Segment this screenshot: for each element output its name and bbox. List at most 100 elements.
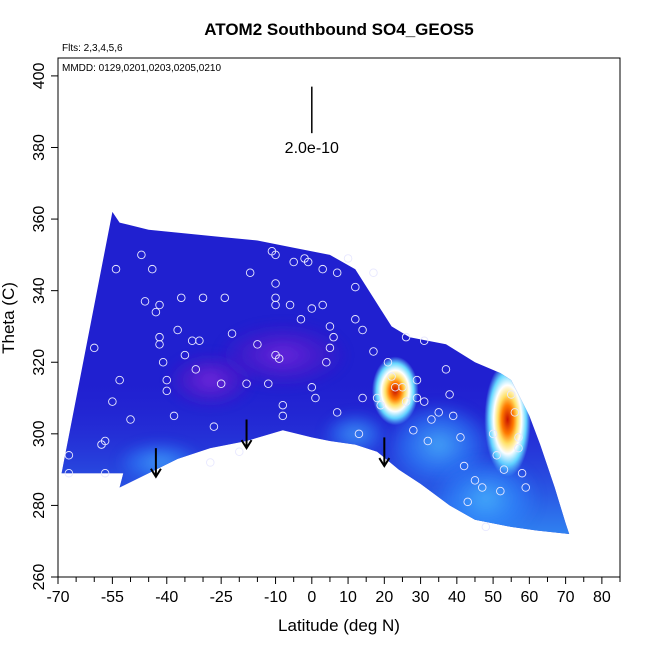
arrow-head	[378, 457, 391, 468]
sample-point	[325, 343, 335, 353]
x-tick-label: 50	[484, 589, 502, 606]
sample-point	[64, 451, 74, 460]
sample-point	[521, 483, 530, 492]
sample-point	[318, 264, 327, 274]
sample-point	[383, 357, 393, 367]
sample-point	[496, 486, 505, 496]
arrow-1	[150, 448, 162, 479]
x-tick-label: 20	[375, 589, 393, 606]
plot-frame	[57, 57, 621, 578]
y-axis: 260 280 300 320 340 360 380 400	[31, 62, 58, 590]
arrow-head	[240, 439, 253, 451]
sample-point	[332, 268, 342, 278]
sample-point	[100, 468, 110, 478]
x-axis: -70 -55 -40 -25 -10 0 10 20 30 40 50 60 70 80	[46, 577, 621, 606]
sample-point	[448, 411, 458, 421]
sample-point	[100, 436, 110, 446]
sample-point	[155, 300, 164, 310]
x-tick-label: -40	[155, 589, 178, 606]
sample-point	[419, 397, 429, 406]
sample-point	[158, 357, 168, 367]
sample-point	[242, 379, 251, 388]
hotspot-4	[217, 322, 349, 388]
sample-point	[162, 375, 172, 385]
sample-point	[351, 315, 360, 324]
sample-point	[445, 390, 454, 399]
sample-point	[155, 340, 164, 349]
sample-point	[126, 415, 135, 424]
sample-point	[358, 325, 367, 335]
y-tick-label: 360	[31, 206, 48, 233]
sample-point	[271, 279, 280, 288]
sample-point	[322, 357, 331, 367]
sample-point	[412, 393, 422, 403]
sample-point	[318, 300, 327, 310]
sample-point	[343, 254, 353, 263]
sample-point	[514, 443, 523, 453]
sample-point	[289, 257, 298, 267]
sample-point	[423, 436, 433, 446]
sample-point	[477, 483, 487, 492]
sample-point	[481, 522, 491, 532]
x-tick-label: 80	[593, 589, 611, 606]
sample-point	[441, 365, 451, 374]
sample-point	[90, 343, 99, 353]
x-tick-label: 0	[307, 589, 316, 606]
x-tick-label: 10	[339, 589, 357, 606]
sample-point	[235, 447, 244, 456]
sample-point	[514, 433, 523, 442]
sample-point	[177, 293, 186, 303]
arrow-head	[150, 468, 162, 479]
sample-point	[332, 408, 342, 417]
sample-point	[162, 386, 172, 396]
y-tick-label: 400	[31, 62, 48, 89]
y-tick-label: 380	[31, 134, 48, 161]
sample-point	[376, 400, 385, 410]
sample-point	[296, 315, 306, 324]
sample-point	[488, 429, 498, 439]
sample-point	[180, 350, 190, 360]
sample-point	[463, 497, 472, 507]
sample-point	[510, 408, 520, 417]
sample-point	[499, 465, 509, 474]
sample-point	[419, 336, 429, 346]
sample-point	[401, 332, 411, 342]
sample-point	[307, 304, 317, 313]
arrows	[150, 419, 391, 479]
sample-point	[372, 393, 382, 403]
x-tick-label: 70	[557, 589, 575, 606]
sample-point	[412, 375, 422, 385]
sample-point	[354, 429, 364, 439]
sample-point	[409, 425, 418, 435]
sample-point	[285, 300, 295, 310]
heatmap-field	[61, 211, 570, 534]
sample-point	[311, 393, 320, 403]
x-tick-label: 40	[448, 589, 466, 606]
sample-point	[517, 468, 527, 478]
sample-point	[64, 468, 74, 478]
sample-point	[264, 379, 273, 388]
sample-point	[401, 397, 411, 406]
sample-point	[108, 397, 117, 406]
sample-point	[369, 268, 378, 278]
sample-point	[111, 264, 121, 274]
x-tick-label: -10	[264, 589, 287, 606]
sample-point	[470, 476, 480, 485]
sample-point	[216, 379, 226, 388]
sample-point	[398, 383, 407, 392]
x-tick-label: -25	[210, 589, 233, 606]
sample-point	[387, 372, 396, 381]
sample-point	[151, 307, 161, 317]
sample-point	[278, 411, 288, 421]
sample-point	[369, 347, 378, 356]
plot-area: MMDD: 0129,0201,0203,0205,0210 2.0e-10	[57, 57, 621, 578]
sample-point	[506, 390, 516, 399]
flights-note: Flts: 2,3,4,5,6	[62, 43, 123, 54]
sample-point	[206, 458, 215, 467]
sample-point	[459, 461, 469, 471]
sample-point	[456, 433, 465, 442]
sample-point	[137, 250, 146, 260]
field-lower-gradient	[61, 380, 570, 534]
y-tick-label: 340	[31, 277, 48, 304]
